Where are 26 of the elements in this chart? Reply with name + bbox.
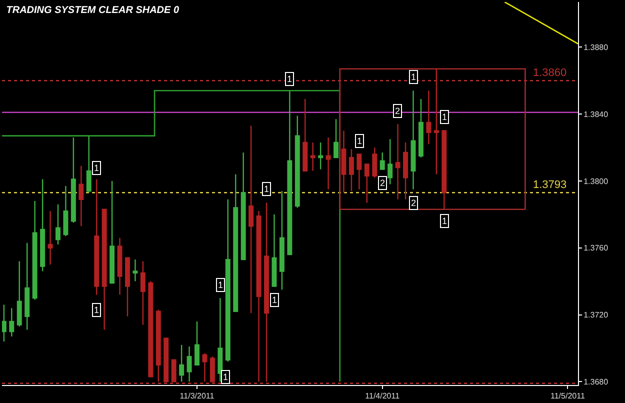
annotation: 1 [357,136,362,146]
annotation: 1 [223,372,228,382]
y-tick-label: 1.3840 [584,110,609,119]
y-tick-label: 1.3880 [584,42,609,52]
x-tick-label: 11/4/2011 [365,392,400,401]
ref-line-label: 1.3860 [533,67,567,79]
y-tick-label: 1.3680 [584,377,609,386]
annotation: 1 [264,184,270,194]
annotation: 1 [94,305,100,315]
y-tick-label: 1.3760 [584,244,609,253]
annotation: 1 [94,163,100,173]
annotation: 2 [395,106,400,116]
x-tick-label: 11/3/2011 [180,392,215,401]
x-tick-label: 11/5/2011 [550,392,586,401]
annotation: 1 [218,280,224,290]
y-tick-label: 1.3800 [584,176,609,186]
annotation: 1 [442,216,448,226]
annotation: 1 [411,72,416,82]
ref-line-label: 1.3793 [533,179,567,191]
annotation: 2 [411,198,416,208]
annotation: 1 [287,74,292,84]
chart-title: TRADING SYSTEM CLEAR SHADE 0 [6,5,180,16]
y-tick-label: 1.3720 [584,310,609,320]
annotation: 1 [442,112,448,122]
annotation: 2 [380,178,386,188]
annotation: 1 [272,295,278,305]
